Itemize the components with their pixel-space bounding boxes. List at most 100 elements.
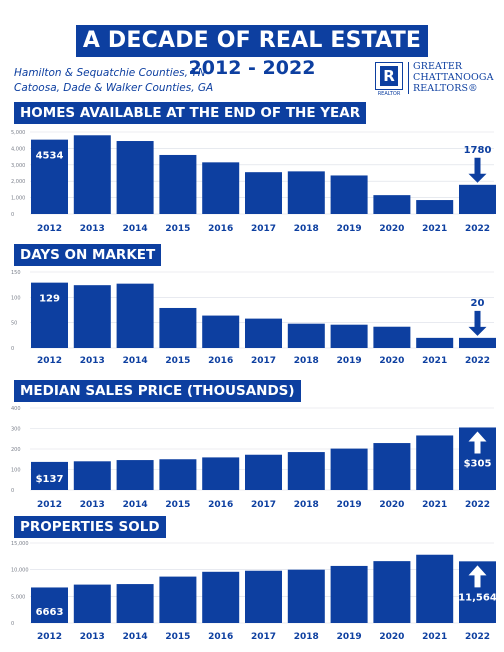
x-tick-label: 2021 [422, 500, 447, 510]
median-price-chart: 0 100 200 300 400 2012 2013 2014 2015 2016 2017 201… [11, 406, 496, 510]
bar-2021 [416, 337, 454, 348]
bar-2019 [330, 175, 368, 214]
bar-2017 [245, 570, 282, 623]
year-range: 2012 - 2022 [188, 57, 316, 79]
y-tick-label: 300 [11, 427, 21, 433]
y-tick-label: 2,000 [11, 179, 25, 185]
y-tick-label: 400 [11, 406, 21, 412]
last-bar-data-label: $305 [464, 458, 492, 469]
y-tick-label: 10,000 [11, 568, 29, 574]
x-tick-label: 2013 [80, 632, 105, 642]
counties-list: Hamilton & Sequatchie Counties, TN Catoo… [14, 66, 213, 96]
bar-2015 [159, 459, 197, 490]
properties-sold-title: PROPERTIES SOLD [14, 516, 166, 538]
bar-2013 [73, 584, 111, 623]
x-tick-label: 2022 [465, 356, 490, 366]
homes-available-chart: 0 1,000 2,000 3,000 4,000 5,000 2012 2013 2014 20… [11, 130, 496, 234]
realtor-r-letter: R [380, 66, 398, 86]
bar-2022 [459, 184, 496, 214]
bar-2015 [159, 576, 197, 623]
bar-2021 [416, 200, 454, 214]
y-tick-label: 50 [11, 321, 17, 327]
down-arrow-icon [468, 310, 487, 336]
page-title: A DECADE OF REAL ESTATE [76, 25, 428, 57]
properties-sold-chart: 0 5,000 10,000 15,000 2012 2013 2014 2015 2016 20… [11, 541, 497, 642]
x-tick-label: 2022 [465, 500, 490, 510]
bar-2019 [330, 565, 368, 623]
bar-2020 [373, 326, 411, 348]
bar-2018 [287, 171, 325, 214]
logo-divider [408, 62, 409, 94]
bar-2021 [416, 435, 454, 490]
y-tick-label: 5,000 [11, 130, 25, 136]
x-tick-label: 2022 [465, 632, 490, 642]
y-tick-label: 0 [11, 212, 14, 218]
y-tick-label: 100 [11, 295, 21, 301]
y-tick-label: 0 [11, 346, 14, 352]
y-tick-label: 150 [11, 270, 21, 276]
first-bar-data-label: 4534 [36, 151, 64, 162]
bar-2015 [159, 154, 197, 214]
bar-2020 [373, 195, 411, 214]
realtor-mark-caption: REALTOR [377, 91, 401, 97]
bar-2022 [459, 337, 496, 348]
bar-2013 [73, 135, 111, 214]
x-tick-label: 2022 [465, 224, 490, 234]
y-tick-label: 0 [11, 621, 14, 627]
y-tick-label: 200 [11, 447, 21, 453]
x-tick-label: 2020 [379, 632, 404, 642]
bar-2019 [330, 448, 368, 490]
bar-2013 [73, 461, 111, 490]
x-tick-label: 2020 [379, 224, 404, 234]
x-tick-label: 2017 [251, 224, 276, 234]
counties-ga: Catoosa, Dade & Walker Counties, GA [14, 82, 214, 94]
first-bar-data-label: $137 [36, 474, 64, 485]
x-tick-label: 2012 [37, 224, 62, 234]
x-tick-label: 2016 [208, 356, 233, 366]
logo-text: GREATER CHATTANOOGA REALTORS® [413, 61, 504, 94]
x-tick-label: 2012 [37, 632, 62, 642]
x-tick-label: 2019 [337, 632, 362, 642]
x-tick-label: 2021 [422, 632, 447, 642]
bar-2016 [202, 571, 240, 623]
x-tick-label: 2012 [37, 356, 62, 366]
x-tick-label: 2020 [379, 500, 404, 510]
median-price-title: MEDIAN SALES PRICE (THOUSANDS) [14, 380, 301, 402]
bar-2012 [31, 587, 68, 623]
bar-2020 [373, 443, 411, 490]
bar-2014 [116, 141, 154, 214]
days-on-market-title: DAYS ON MARKET [14, 244, 162, 266]
last-bar-data-label: 1780 [464, 145, 492, 156]
bar-2018 [287, 452, 325, 490]
bar-2019 [330, 324, 368, 348]
bar-2021 [416, 554, 454, 623]
x-tick-label: 2015 [165, 500, 190, 510]
x-tick-label: 2014 [123, 500, 148, 510]
last-bar-data-label: 11,564 [458, 592, 497, 603]
x-tick-label: 2019 [337, 224, 362, 234]
bar-2017 [245, 454, 282, 490]
up-arrow-icon [468, 431, 487, 454]
bar-2012 [31, 139, 68, 214]
logo-line-1: GREATER [413, 61, 463, 72]
logo-line-3: REALTORS® [413, 83, 478, 94]
bar-2014 [116, 283, 154, 348]
x-tick-label: 2013 [80, 224, 105, 234]
x-tick-label: 2018 [294, 224, 319, 234]
bar-2016 [202, 457, 240, 490]
x-tick-label: 2012 [37, 500, 62, 510]
first-bar-data-label: 6663 [36, 607, 64, 618]
x-tick-label: 2015 [165, 356, 190, 366]
bar-2018 [287, 323, 325, 348]
x-tick-label: 2015 [165, 224, 190, 234]
realtor-r-icon: R REALTOR [375, 62, 403, 97]
x-tick-label: 2021 [422, 356, 447, 366]
x-tick-label: 2017 [251, 356, 276, 366]
bar-2016 [202, 315, 240, 348]
x-tick-label: 2014 [123, 224, 148, 234]
logo-line-2: CHATTANOOGA [413, 72, 494, 83]
x-tick-label: 2021 [422, 224, 447, 234]
first-bar-data-label: 129 [39, 294, 60, 305]
x-tick-label: 2013 [80, 500, 105, 510]
y-tick-label: 0 [11, 488, 14, 494]
